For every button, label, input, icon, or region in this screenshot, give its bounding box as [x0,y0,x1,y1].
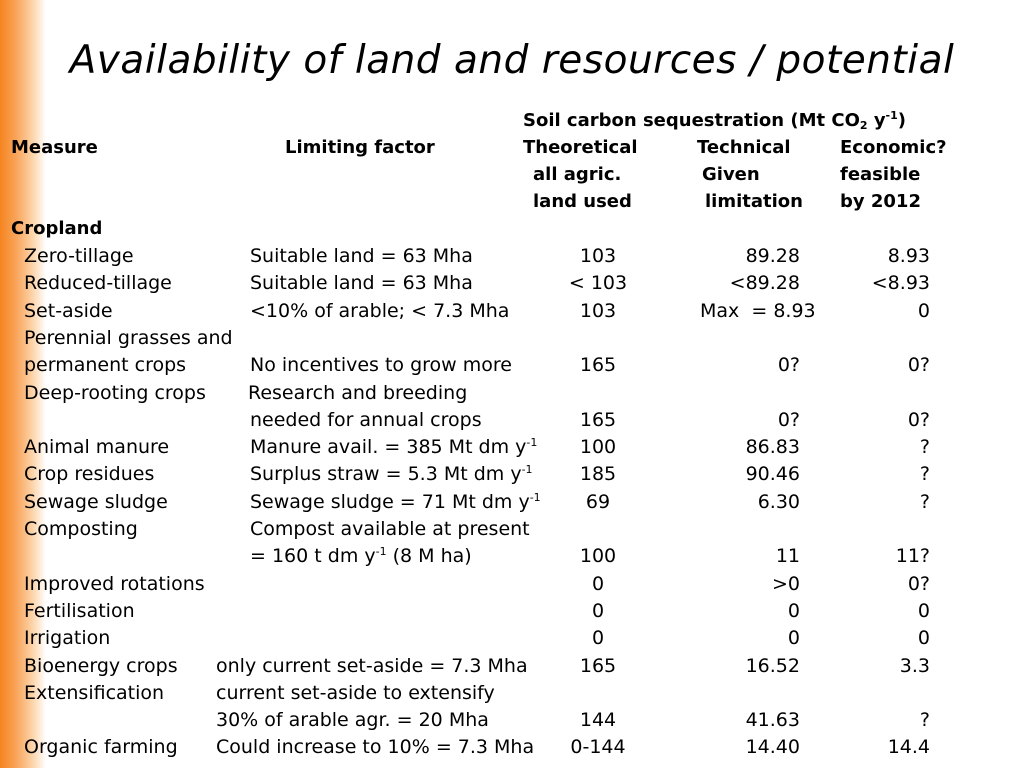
economic-cell: 14.4 [887,736,930,758]
measure-cell: permanent crops [24,354,187,376]
limiting-factor-cell: 30% of arable agr. = 20 Mha [216,709,489,731]
header-economic-1: Economic? [840,137,947,158]
theoretical-cell: 0-144 [570,736,626,758]
technical-cell: <89.28 [729,272,800,294]
theoretical-cell: 100 [579,545,617,567]
technical-cell: 14.40 [745,736,800,758]
header-economic-3: by 2012 [840,191,921,212]
header-technical-1: Technical [697,137,791,158]
technical-cell: 0? [777,409,800,431]
measure-cell: Deep-rooting crops [24,382,206,404]
technical-cell: 6.30 [757,491,800,513]
orange-side-band [0,0,46,768]
theoretical-cell: < 103 [568,272,628,294]
economic-cell: ? [919,709,930,731]
economic-cell: <8.93 [871,272,930,294]
technical-cell: 41.63 [745,709,800,731]
header-measure: Measure [11,137,98,158]
measure-cell: Zero-tillage [24,245,134,267]
header-technical-2: Given [702,164,760,185]
theoretical-cell: 165 [579,655,617,677]
measure-cell: Improved rotations [24,573,205,595]
theoretical-cell: 185 [579,463,617,485]
measure-cell: Extensification [24,682,165,704]
limiting-factor-cell: = 160 t dm y-1 (8 M ha) [250,545,472,567]
technical-cell: >0 [771,573,800,595]
theoretical-cell: 0 [591,627,605,649]
limiting-factor-cell: Suitable land = 63 Mha [250,272,473,294]
measure-cell: Perennial grasses and [24,327,233,349]
limiting-factor-cell: Research and breeding [248,382,468,404]
economic-cell: ? [919,463,930,485]
technical-cell: 0? [777,354,800,376]
header-economic-2: feasible [840,164,921,185]
technical-cell: 16.52 [745,655,800,677]
header-theoretical-1: Theoretical [523,137,638,158]
measure-cell: Bioenergy crops [24,655,178,677]
theoretical-cell: 103 [579,300,617,322]
technical-cell: 86.83 [745,436,800,458]
theoretical-cell: 165 [579,354,617,376]
limiting-factor-cell: current set-aside to extensify [216,682,495,704]
section-cropland: Cropland [11,218,103,239]
economic-cell: ? [919,491,930,513]
technical-cell: Max = 8.93 [700,300,816,322]
limiting-factor-cell: Could increase to 10% = 7.3 Mha [216,736,535,758]
measure-cell: Fertilisation [24,600,135,622]
header-technical-3: limitation [705,191,803,212]
measure-cell: Sewage sludge [24,491,168,513]
theoretical-cell: 0 [591,573,605,595]
economic-cell: 0 [917,600,930,622]
measure-cell: Animal manure [24,436,170,458]
economic-cell: 0? [907,409,930,431]
technical-cell: 0 [787,600,800,622]
limiting-factor-cell: Compost available at present [250,518,530,540]
measure-cell: Crop residues [24,463,155,485]
economic-cell: 0? [907,573,930,595]
header-theoretical-2: all agric. [533,164,622,185]
theoretical-cell: 103 [579,245,617,267]
economic-cell: 0 [917,300,930,322]
theoretical-cell: 0 [591,600,605,622]
economic-cell: 11? [895,545,930,567]
limiting-factor-cell: Manure avail. = 385 Mt dm y-1 [250,436,538,458]
limiting-factor-cell: No incentives to grow more [250,354,512,376]
technical-cell: 11 [775,545,800,567]
economic-cell: 0 [917,627,930,649]
limiting-factor-cell: Sewage sludge = 71 Mt dm y-1 [250,491,541,513]
theoretical-cell: 100 [579,436,617,458]
technical-cell: 0 [787,627,800,649]
theoretical-cell: 144 [579,709,617,731]
measure-cell: Set-aside [24,300,113,322]
header-limiting-factor: Limiting factor [285,137,435,158]
measure-cell: Organic farming [24,736,178,758]
theoretical-cell: 165 [579,409,617,431]
limiting-factor-cell: needed for annual crops [250,409,482,431]
limiting-factor-cell: only current set-aside = 7.3 Mha [216,655,528,677]
limiting-factor-cell: Suitable land = 63 Mha [250,245,473,267]
limiting-factor-cell: Surplus straw = 5.3 Mt dm y-1 [250,463,533,485]
measure-cell: Composting [24,518,138,540]
header-theoretical-3: land used [533,191,632,212]
measure-cell: Irrigation [24,627,111,649]
measure-cell: Reduced-tillage [24,272,172,294]
header-group-label: Soil carbon sequestration (Mt CO2 y-1) [523,109,907,132]
economic-cell: 0? [907,354,930,376]
slide-title: Availability of land and resources / pot… [69,38,955,83]
technical-cell: 89.28 [745,245,800,267]
theoretical-cell: 69 [585,491,611,513]
economic-cell: 3.3 [899,655,930,677]
limiting-factor-cell: <10% of arable; < 7.3 Mha [250,300,510,322]
economic-cell: 8.93 [887,245,930,267]
economic-cell: ? [919,436,930,458]
technical-cell: 90.46 [745,463,800,485]
